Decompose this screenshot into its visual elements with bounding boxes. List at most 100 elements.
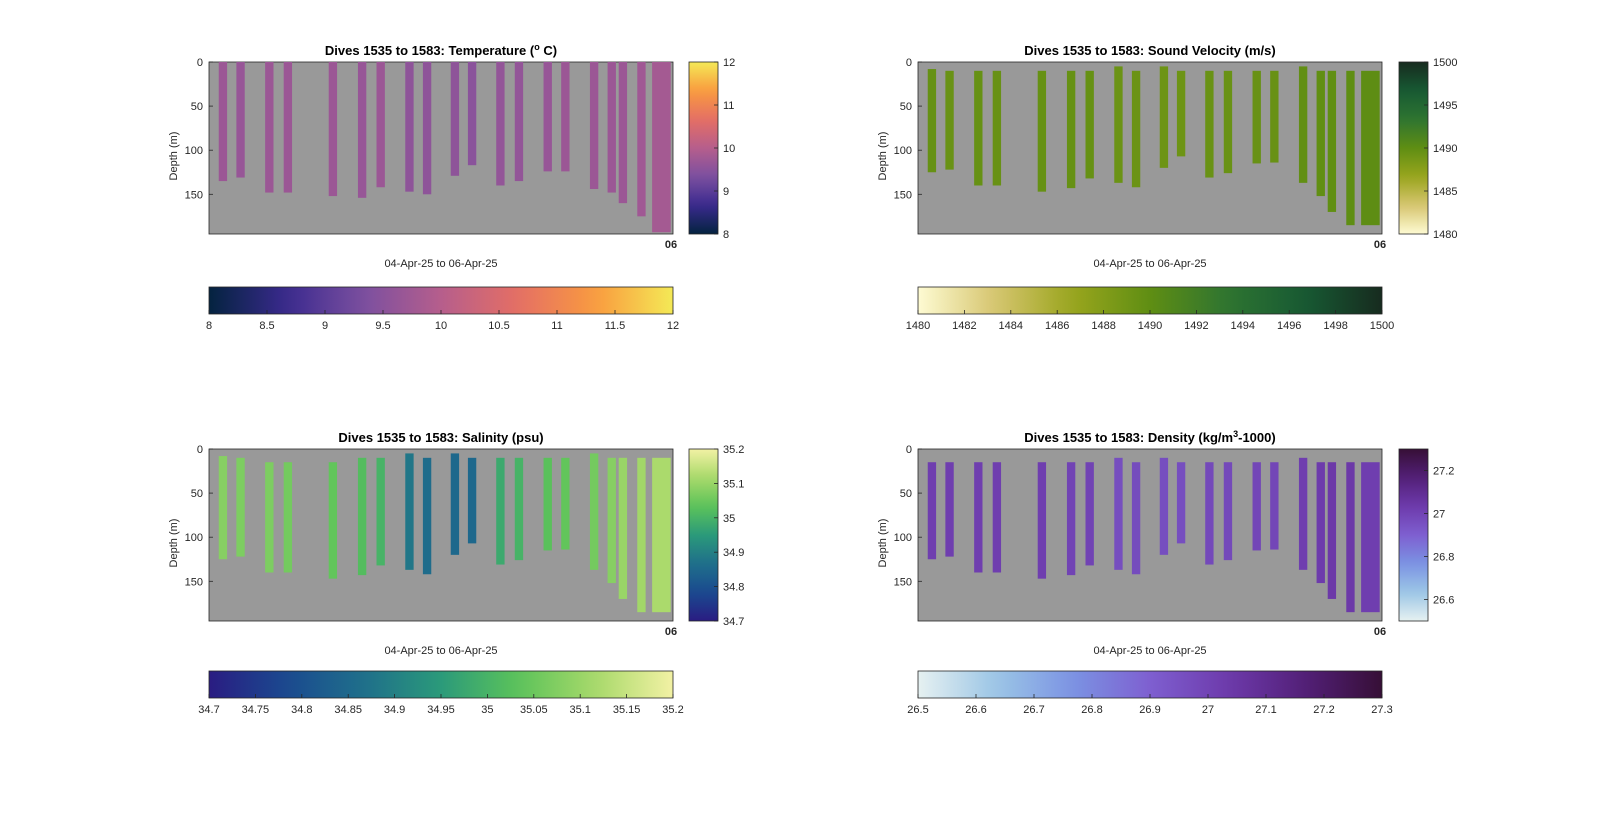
dive-profile	[1114, 457, 1123, 570]
colorbar-tick-label: 1484	[999, 320, 1023, 332]
dive-profile	[1252, 70, 1261, 164]
colorbar-tick-label: 34.9	[723, 547, 744, 559]
y-tick-label: 100	[894, 532, 912, 544]
dive-profile	[265, 462, 274, 573]
dive-profile	[496, 62, 505, 186]
panel-2: Dives 1535 to 1583: Sound Velocity (m/s)…	[877, 43, 1457, 332]
vertical-colorbar	[1398, 61, 1429, 235]
x-tick-label: 06	[1374, 626, 1386, 638]
colorbar-tick-label: 34.7	[198, 704, 219, 716]
colorbar-tick-label: 1492	[1184, 320, 1208, 332]
colorbar-tick-label: 27	[1433, 509, 1445, 521]
y-axis-label: Depth (m)	[168, 132, 180, 181]
dive-profile	[422, 457, 432, 575]
colorbar-tick-label: 12	[667, 320, 679, 332]
colorbar-tick-label: 27	[1202, 704, 1214, 716]
plot-area	[208, 448, 674, 622]
y-axis-label: Depth (m)	[877, 132, 889, 181]
colorbar-tick-label: 1486	[1045, 320, 1069, 332]
dive-profile	[1114, 66, 1123, 183]
horizontal-colorbar	[208, 286, 674, 315]
colorbar-tick-label: 10	[435, 320, 447, 332]
colorbar-tick-label: 35.1	[569, 704, 590, 716]
dive-profile	[1085, 462, 1094, 566]
dive-profile	[1361, 70, 1380, 226]
colorbar-tick-label: 35.1	[723, 478, 744, 490]
dive-profile	[561, 62, 570, 172]
colorbar-tick-label: 26.6	[965, 704, 986, 716]
x-axis-label: 04-Apr-25 to 06-Apr-25	[384, 645, 497, 657]
y-tick-label: 150	[894, 189, 912, 201]
x-axis-label: 04-Apr-25 to 06-Apr-25	[384, 258, 497, 270]
dive-profile	[1327, 462, 1337, 599]
plot-area	[208, 61, 674, 235]
dive-profile	[1037, 462, 1047, 579]
dive-profile	[945, 70, 954, 170]
colorbar-tick-label: 34.7	[723, 616, 744, 628]
dive-profile	[1346, 462, 1355, 613]
colorbar-tick-label: 35.2	[723, 444, 744, 456]
colorbar-tick-label: 1480	[906, 320, 930, 332]
dive-profile	[992, 70, 1002, 186]
dive-profile	[652, 457, 671, 613]
dive-profile	[1066, 70, 1076, 189]
dive-profile	[1205, 462, 1214, 565]
colorbar-tick-label: 8.5	[259, 320, 274, 332]
colorbar-tick-label: 10	[723, 143, 735, 155]
dive-profile	[607, 457, 616, 584]
colorbar-tick-label: 1496	[1277, 320, 1301, 332]
dive-profile	[543, 457, 552, 551]
y-tick-label: 100	[185, 532, 203, 544]
dive-profile	[1159, 457, 1169, 555]
dive-profile	[1131, 70, 1141, 188]
panel-3: Dives 1535 to 1583: Salinity (psu) 0 50 100…	[168, 430, 744, 716]
dive-profile	[1316, 70, 1325, 197]
dive-profile	[1327, 70, 1337, 212]
y-axis-label: Depth (m)	[168, 519, 180, 568]
dive-profile	[514, 62, 524, 182]
vertical-colorbar	[1398, 448, 1429, 622]
colorbar-tick-label: 1490	[1433, 143, 1457, 155]
y-tick-label: 150	[185, 189, 203, 201]
dive-profile	[467, 62, 477, 166]
colorbar-tick-label: 35	[723, 513, 735, 525]
colorbar-tick-label: 35.15	[613, 704, 641, 716]
dive-profile	[405, 62, 414, 192]
dive-profile	[1223, 462, 1233, 561]
dive-profile	[357, 457, 367, 576]
colorbar-tick-label: 1480	[1433, 229, 1457, 241]
colorbar-tick-label: 9	[322, 320, 328, 332]
colorbar-tick-label: 1485	[1433, 186, 1457, 198]
panel-1: Dives 1535 to 1583: Temperature (o C) 0 50…	[168, 42, 735, 332]
colorbar-tick-label: 1498	[1323, 320, 1347, 332]
dive-profile	[236, 62, 245, 178]
dive-profile	[561, 457, 570, 550]
y-tick-label: 50	[191, 101, 203, 113]
panel-4: Dives 1535 to 1583: Density (kg/m3-1000)…	[877, 429, 1454, 716]
y-tick-label: 50	[900, 101, 912, 113]
dive-profile	[618, 62, 628, 204]
dive-profile	[1270, 462, 1279, 550]
dive-profile	[1176, 462, 1186, 544]
dive-profile	[283, 462, 293, 573]
colorbar-tick-label: 26.8	[1081, 704, 1102, 716]
dive-profile	[1176, 70, 1186, 157]
y-axis-label: Depth (m)	[877, 519, 889, 568]
dive-profile	[1131, 462, 1141, 575]
dive-profile	[514, 457, 524, 561]
dive-profile	[218, 456, 228, 560]
colorbar-tick-label: 34.95	[427, 704, 455, 716]
dive-profile	[376, 457, 385, 566]
dive-profile	[618, 457, 628, 599]
y-tick-label: 0	[197, 444, 203, 456]
colorbar-tick-label: 27.2	[1433, 466, 1454, 478]
dive-profile	[637, 457, 646, 613]
colorbar-tick-label: 11.5	[605, 320, 626, 332]
dive-profile	[1316, 462, 1325, 584]
colorbar-tick-label: 1500	[1370, 320, 1394, 332]
colorbar-tick-label: 8	[723, 229, 729, 241]
colorbar-tick-label: 35	[481, 704, 493, 716]
y-tick-label: 100	[894, 145, 912, 157]
dive-profile	[328, 462, 338, 579]
